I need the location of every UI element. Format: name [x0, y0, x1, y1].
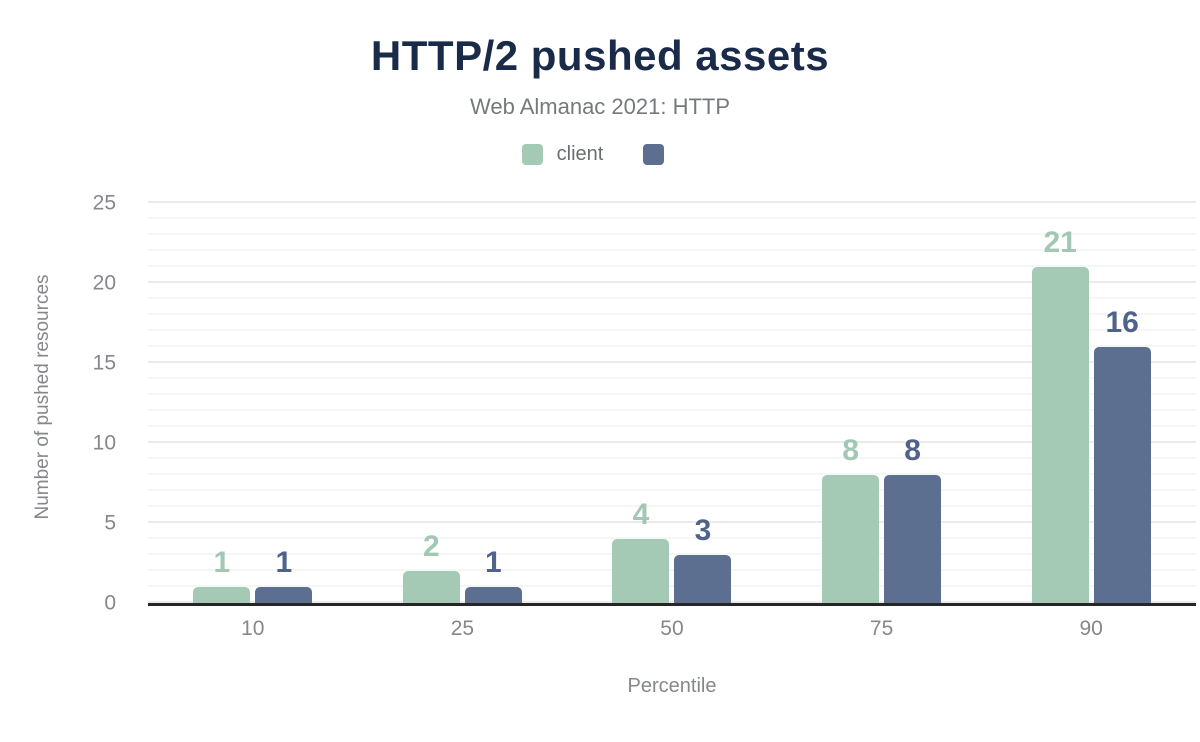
y-tick-label: 0	[104, 591, 116, 615]
x-tick-label: 10	[241, 616, 265, 640]
bar-series2-p25[interactable]	[464, 586, 522, 603]
chart-title: HTTP/2 pushed assets	[370, 32, 830, 79]
bar-value-label: 2	[423, 529, 440, 563]
plot-area: 1 1 2 1 4 3 8 8 21 16	[148, 190, 1196, 606]
x-tick-row: 10 25 50 75 90	[148, 606, 1196, 641]
chart-band: 21 16	[986, 191, 1196, 603]
y-tick-label: 5	[104, 511, 116, 535]
x-tick-label: 25	[450, 616, 475, 640]
bar-client-p25[interactable]	[402, 570, 460, 603]
bar-wrap: 1	[255, 545, 313, 603]
x-tick-label: 75	[869, 616, 894, 640]
bar-wrap: 8	[822, 433, 880, 603]
bar-value-label: 8	[904, 433, 921, 467]
bar-value-label: 1	[485, 545, 502, 579]
bar-wrap: 2	[402, 529, 460, 603]
bar-series2-p75[interactable]	[884, 474, 942, 603]
y-tick-label: 10	[92, 431, 116, 455]
legend-label: client	[556, 143, 604, 166]
bar-wrap: 16	[1093, 305, 1151, 603]
legend-swatch	[643, 144, 665, 166]
y-axis-ticks: 0 5 10 15 20 25	[0, 191, 132, 613]
y-tick-label: 20	[92, 271, 116, 295]
bar-value-label: 8	[842, 433, 859, 467]
y-tick-label: 25	[92, 191, 116, 215]
bar-series2-p50[interactable]	[674, 554, 732, 603]
bar-value-label: 21	[1043, 225, 1077, 259]
bar-wrap: 1	[464, 545, 522, 603]
y-tick-label: 15	[92, 351, 116, 375]
bar-wrap: 21	[1031, 225, 1089, 603]
legend: client	[0, 143, 1200, 167]
bar-wrap: 3	[674, 513, 732, 603]
bar-value-label: 16	[1105, 305, 1139, 339]
bar-client-p10[interactable]	[193, 586, 251, 603]
bar-wrap: 4	[612, 497, 670, 603]
bar-client-p75[interactable]	[822, 474, 880, 603]
bar-client-p90[interactable]	[1031, 266, 1089, 603]
bar-wrap: 1	[193, 545, 251, 603]
bar-value-label: 1	[275, 545, 293, 579]
bar-series2-p10[interactable]	[255, 586, 313, 603]
bar-wrap: 8	[884, 433, 942, 603]
bar-value-label: 3	[694, 513, 712, 547]
bar-value-label: 1	[213, 545, 231, 579]
x-axis-title: Percentile	[627, 674, 717, 697]
bar-series2-p90[interactable]	[1093, 346, 1151, 603]
x-tick-label: 50	[660, 616, 684, 640]
bar-group: 21 16	[1031, 225, 1151, 603]
x-tick-label: 90	[1079, 616, 1103, 640]
legend-item-series2[interactable]	[643, 144, 678, 166]
bar-client-p50[interactable]	[612, 538, 670, 603]
legend-item-client[interactable]: client	[521, 143, 604, 166]
legend-swatch	[521, 144, 543, 166]
chart-subtitle: Web Almanac 2021: HTTP	[469, 94, 731, 120]
bar-value-label: 4	[632, 497, 650, 531]
